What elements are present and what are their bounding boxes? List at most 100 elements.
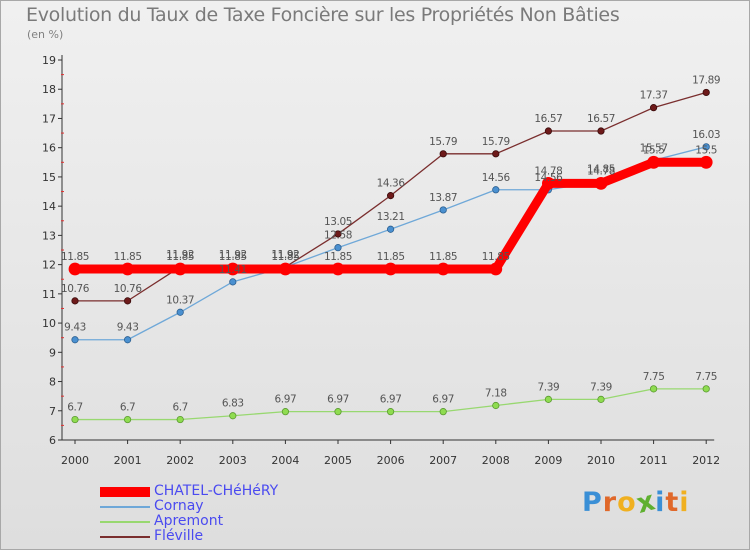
x-tick-label: 2010 (587, 454, 615, 467)
data-point (384, 262, 398, 276)
logo-letter: t (665, 487, 680, 518)
data-point (281, 408, 289, 416)
legend-label: Cornay (154, 498, 204, 514)
data-point (173, 262, 187, 276)
legend-swatch (100, 506, 150, 508)
data-label: 10.76 (61, 283, 90, 295)
data-label: 11.85 (324, 251, 352, 263)
data-label: 11.85 (377, 251, 405, 263)
data-point (702, 385, 710, 393)
x-tick-label: 2004 (271, 454, 299, 467)
data-label: 15.5 (643, 144, 665, 156)
data-label: 14.78 (534, 165, 562, 177)
chart-title: Evolution du Taux de Taxe Foncière sur l… (26, 4, 620, 26)
y-tick-label: 14 (42, 200, 56, 213)
legend-swatch (100, 536, 150, 538)
data-label: 11.85 (114, 251, 142, 263)
x-tick-label: 2007 (429, 454, 457, 467)
legend-label: CHATEL-CHéHéRY (154, 483, 279, 499)
data-point (229, 412, 237, 420)
logo-letter: i (679, 487, 690, 518)
x-tick-label: 2003 (219, 454, 247, 467)
data-point (124, 336, 132, 344)
y-tick-label: 8 (49, 376, 56, 389)
data-label: 11.92 (271, 249, 299, 261)
data-point (649, 104, 658, 112)
legend-swatch (100, 521, 150, 523)
data-label: 15.79 (482, 136, 510, 148)
data-point (386, 225, 395, 233)
y-tick-label: 13 (42, 229, 56, 242)
data-label: 11.85 (219, 251, 247, 263)
data-point (492, 401, 500, 410)
y-tick-label: 15 (42, 171, 56, 184)
y-tick-label: 9 (49, 346, 56, 359)
data-label: 7.39 (590, 381, 612, 393)
data-point (439, 150, 447, 158)
legend-label: Apremont (154, 513, 224, 529)
data-label: 10.37 (166, 294, 194, 306)
x-tick-label: 2011 (640, 454, 668, 467)
data-label: 14.56 (482, 172, 511, 184)
y-tick-label: 11 (42, 288, 56, 301)
data-point (439, 206, 447, 214)
data-label: 9.43 (117, 322, 139, 334)
data-point (226, 262, 240, 276)
data-point (702, 88, 710, 97)
data-label: 11.92 (271, 249, 299, 261)
y-tick-label: 17 (42, 112, 56, 125)
data-label: 17.37 (640, 90, 668, 102)
data-label: 6.97 (327, 394, 349, 406)
data-label: 6.97 (380, 394, 402, 406)
data-label: 15.79 (429, 136, 457, 148)
data-label: 11.85 (271, 251, 299, 263)
y-tick-label: 12 (42, 259, 56, 272)
y-tick-label: 19 (42, 54, 56, 67)
data-point (386, 408, 395, 416)
data-label: 13.05 (324, 216, 352, 228)
legend-label: Fléville (154, 528, 204, 544)
data-label: 11.41 (219, 264, 247, 276)
data-label: 16.03 (692, 129, 720, 141)
data-point (544, 127, 553, 135)
data-label: 15.57 (640, 142, 668, 154)
logo-letter: o (617, 487, 637, 518)
data-point (436, 262, 450, 276)
data-point (699, 155, 713, 169)
data-point (71, 297, 79, 305)
data-point (278, 262, 292, 276)
x-tick-label: 2005 (324, 454, 352, 467)
data-label: 11.85 (61, 251, 89, 263)
data-label: 12.58 (324, 230, 352, 242)
data-label: 7.75 (695, 371, 717, 383)
data-point (71, 415, 79, 424)
data-point (331, 262, 345, 276)
data-label: 15.5 (695, 144, 717, 156)
data-point (386, 192, 395, 200)
data-label: 17.89 (692, 74, 720, 86)
data-label: 14.56 (534, 172, 563, 184)
data-point (334, 244, 342, 252)
data-label: 11.85 (429, 251, 457, 263)
chart-subtitle: (en %) (27, 28, 64, 41)
data-point (439, 408, 447, 416)
data-label: 13.21 (377, 211, 405, 223)
x-tick-label: 2008 (482, 454, 510, 467)
data-label: 6.97 (275, 394, 297, 406)
data-label: 6.7 (120, 402, 136, 414)
data-label: 7.39 (538, 381, 560, 393)
x-tick-label: 2006 (377, 454, 405, 467)
y-tick-label: 16 (42, 142, 56, 155)
data-label: 11.92 (166, 249, 194, 261)
data-label: 16.57 (534, 113, 562, 125)
data-point (544, 395, 553, 403)
data-label: 14.78 (587, 165, 615, 177)
logo-letter: P (582, 487, 603, 518)
data-point (176, 415, 184, 424)
data-label: 10.76 (114, 283, 143, 295)
data-label: 14.85 (587, 163, 615, 175)
x-tick-label: 2012 (692, 454, 720, 467)
data-point (492, 186, 500, 194)
data-label: 9.43 (64, 322, 86, 334)
